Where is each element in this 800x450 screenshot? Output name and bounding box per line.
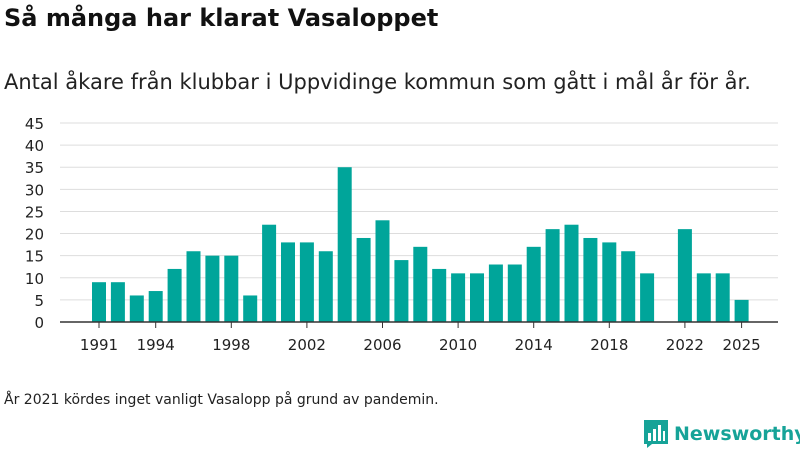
bar-2001 xyxy=(281,242,295,322)
x-tick-label: 2018 xyxy=(590,336,628,354)
bar-1991 xyxy=(92,282,106,322)
bar-1993 xyxy=(129,295,144,322)
y-tick-label: 30 xyxy=(25,181,44,199)
bar-1992 xyxy=(110,282,125,322)
y-tick-label: 40 xyxy=(25,137,44,155)
footnote: År 2021 kördes inget vanligt Vasalopp på… xyxy=(4,392,439,408)
y-tick-label: 20 xyxy=(25,226,44,244)
bar-1999 xyxy=(243,295,258,322)
newsworthy-brand[interactable]: Newsworthy xyxy=(644,420,800,448)
y-tick-label: 0 xyxy=(34,314,44,332)
x-tick-label: 2002 xyxy=(288,336,326,354)
bar-1996 xyxy=(186,251,201,322)
x-tick-label: 1998 xyxy=(212,336,250,354)
x-tick-label: 2022 xyxy=(666,336,704,354)
newsworthy-logo-icon xyxy=(644,420,668,448)
bar-2015 xyxy=(545,229,560,322)
x-tick-label: 2014 xyxy=(515,336,553,354)
bar-1998 xyxy=(224,255,239,322)
bar-2000 xyxy=(262,224,277,322)
x-tick-label: 2025 xyxy=(723,336,761,354)
bar-2003 xyxy=(318,251,333,322)
bar-2014 xyxy=(526,246,541,322)
bar-2020 xyxy=(640,273,655,322)
bar-2006 xyxy=(375,220,390,322)
bar-2011 xyxy=(470,273,484,322)
bar-2024 xyxy=(715,273,730,322)
bar-2016 xyxy=(564,224,579,322)
x-tick-label: 1994 xyxy=(137,336,175,354)
y-tick-label: 10 xyxy=(25,270,44,288)
x-tick-label: 2006 xyxy=(363,336,401,354)
bar-1997 xyxy=(205,255,220,322)
y-tick-label: 45 xyxy=(25,115,44,133)
chart-subtitle: Antal åkare från klubbar i Uppvidinge ko… xyxy=(4,70,751,94)
bar-2017 xyxy=(583,237,598,322)
y-tick-label: 15 xyxy=(25,248,44,266)
bar-2002 xyxy=(299,242,314,322)
bar-2012 xyxy=(488,264,503,322)
x-tick-label: 2010 xyxy=(439,336,477,354)
x-tick-label: 1991 xyxy=(80,336,118,354)
bar-2005 xyxy=(356,237,371,322)
bar-1995 xyxy=(167,268,182,322)
y-tick-label: 5 xyxy=(34,292,44,310)
bar-2007 xyxy=(394,260,409,322)
chart-title: Så många har klarat Vasaloppet xyxy=(4,4,439,32)
y-tick-label: 35 xyxy=(25,159,44,177)
y-tick-label: 25 xyxy=(25,203,44,221)
bar-2019 xyxy=(621,251,636,322)
bar-2023 xyxy=(696,273,711,322)
bar-2004 xyxy=(337,167,352,322)
bar-2018 xyxy=(602,242,617,322)
brand-name: Newsworthy xyxy=(674,423,800,445)
bar-2025 xyxy=(734,299,749,322)
bar-2022 xyxy=(677,229,692,322)
bar-2013 xyxy=(507,264,522,322)
bar-2010 xyxy=(451,273,466,322)
bar-2009 xyxy=(432,268,447,322)
bar-1994 xyxy=(148,291,163,322)
bar-2008 xyxy=(413,246,428,322)
